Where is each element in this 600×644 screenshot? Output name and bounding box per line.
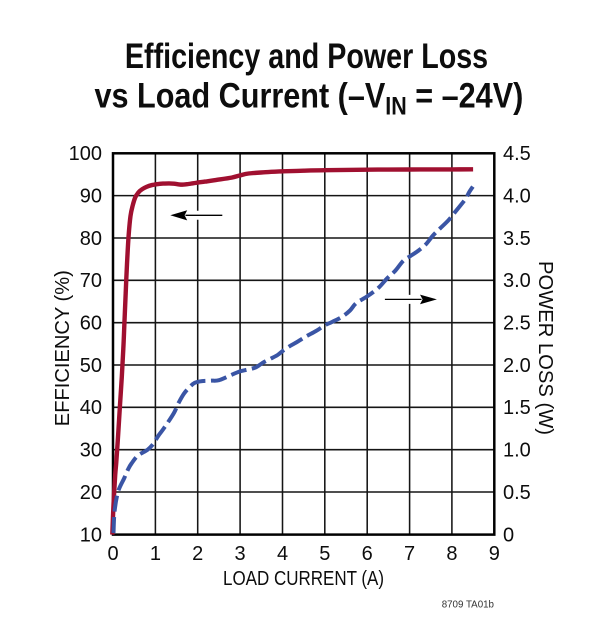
svg-text:2.0: 2.0 [503,355,531,377]
svg-text:4.0: 4.0 [503,186,531,208]
svg-text:90: 90 [80,186,102,208]
svg-text:8: 8 [446,543,457,565]
svg-text:2.5: 2.5 [503,313,531,335]
svg-text:5: 5 [319,543,330,565]
svg-text:0: 0 [503,525,514,547]
svg-text:60: 60 [80,313,102,335]
svg-text:80: 80 [80,228,102,250]
svg-text:4.5: 4.5 [503,143,531,165]
svg-text:POWER LOSS (W): POWER LOSS (W) [534,261,556,435]
svg-text:LOAD CURRENT (A): LOAD CURRENT (A) [223,568,384,590]
svg-text:2: 2 [192,543,203,565]
svg-text:20: 20 [80,482,102,504]
svg-text:9: 9 [489,543,500,565]
svg-text:70: 70 [80,270,102,292]
svg-text:3.5: 3.5 [503,228,531,250]
svg-text:7: 7 [404,543,415,565]
svg-text:1.0: 1.0 [503,440,531,462]
svg-text:10: 10 [80,525,102,547]
svg-text:0: 0 [107,543,118,565]
svg-text:40: 40 [80,397,102,419]
svg-text:1.5: 1.5 [503,397,531,419]
svg-text:0.5: 0.5 [503,482,531,504]
svg-text:3.0: 3.0 [503,270,531,292]
svg-text:8709 TA01b: 8709 TA01b [442,598,494,610]
svg-text:50: 50 [80,355,102,377]
svg-text:6: 6 [362,543,373,565]
svg-text:100: 100 [69,143,102,165]
svg-text:30: 30 [80,440,102,462]
svg-text:3: 3 [235,543,246,565]
svg-text:Efficiency and Power Loss: Efficiency and Power Loss [125,36,488,76]
svg-text:EFFICIENCY (%): EFFICIENCY (%) [52,270,74,426]
svg-text:vs Load Current (–VIN = –24V): vs Load Current (–VIN = –24V) [95,76,524,119]
svg-text:4: 4 [277,543,288,565]
svg-text:1: 1 [150,543,161,565]
